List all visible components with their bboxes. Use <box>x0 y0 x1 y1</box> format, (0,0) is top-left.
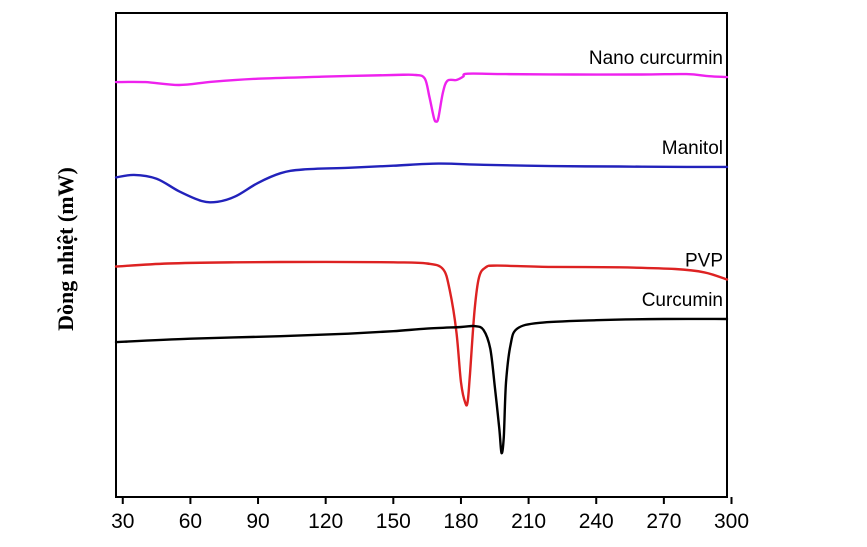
x-tick-label: 150 <box>376 510 411 533</box>
x-tick-label: 30 <box>111 510 134 533</box>
series-line-curcumin <box>114 317 729 455</box>
y-axis-label: Dòng nhiệt (mW) <box>53 167 78 331</box>
series-line-nano-curcurmin <box>114 72 729 123</box>
x-tick-layer: 30 60 90 120 150 180 210 240 270 300 <box>111 497 749 533</box>
x-tick-label: 240 <box>579 510 614 533</box>
series-layer <box>114 72 729 455</box>
x-tick-label: 60 <box>179 510 202 533</box>
x-tick-label: 120 <box>308 510 343 533</box>
series-label-nano-curcurmin: Nano curcurmin <box>589 48 723 69</box>
series-label-pvp: PVP <box>685 251 723 272</box>
series-line-pvp <box>114 260 729 407</box>
x-tick-label: 90 <box>246 510 269 533</box>
x-tick-label: 180 <box>443 510 478 533</box>
series-label-manitol: Manitol <box>662 138 723 159</box>
series-label-curcumin: Curcumin <box>642 290 723 311</box>
x-tick-label: 210 <box>511 510 546 533</box>
series-line-manitol <box>114 162 729 204</box>
plot-frame <box>115 12 728 498</box>
x-tick-label: 270 <box>646 510 681 533</box>
x-tick-label: 300 <box>714 510 749 533</box>
series-label-layer: Nano curcurmin Manitol PVP Curcumin <box>589 48 723 311</box>
